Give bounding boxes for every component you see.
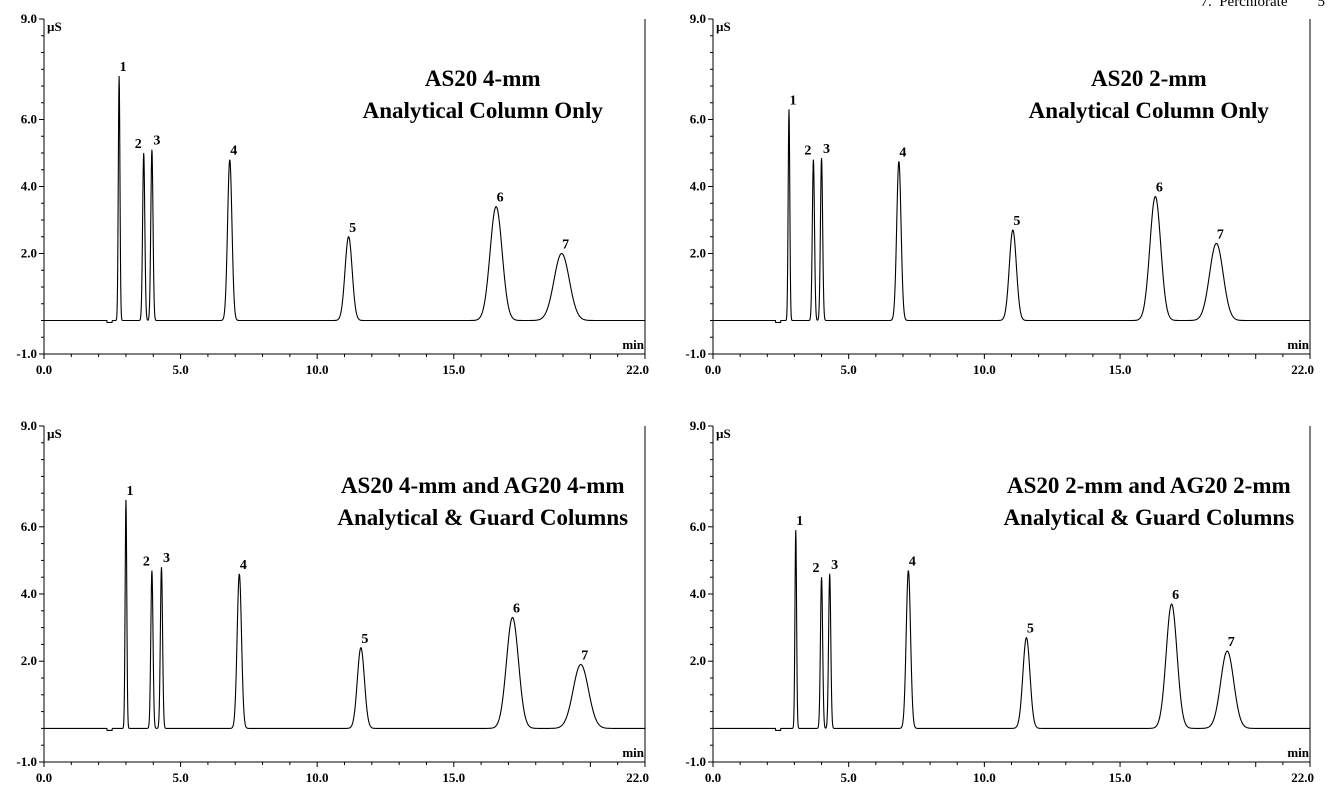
peak-label: 5 — [361, 632, 368, 647]
y-axis-unit: µS — [716, 426, 731, 441]
y-tick-label: 2.0 — [21, 653, 37, 668]
peak-label: 6 — [513, 602, 520, 617]
peak-label: 4 — [909, 554, 916, 569]
y-tick-label: 6.0 — [690, 519, 706, 534]
x-tick-label: 5.0 — [172, 770, 188, 785]
y-tick-label: 9.0 — [21, 11, 37, 26]
x-tick-label: 22.0 — [626, 362, 649, 377]
chart-subtitle: Analytical Column Only — [363, 98, 604, 123]
x-tick-label: 22.0 — [626, 770, 649, 785]
peak-label: 1 — [796, 514, 803, 529]
chromatogram-trace — [713, 109, 1310, 324]
x-tick-label: 0.0 — [705, 770, 721, 785]
chart-subtitle: Analytical & Guard Columns — [1003, 505, 1294, 530]
y-tick-label: -1.0 — [685, 346, 706, 361]
y-tick-label: 9.0 — [21, 418, 37, 433]
peak-label: 6 — [1172, 588, 1179, 603]
peak-label: 3 — [163, 551, 170, 566]
peak-label: 4 — [230, 144, 237, 159]
peak-label: 3 — [831, 558, 838, 573]
y-tick-label: 4.0 — [21, 586, 37, 601]
y-tick-label: -1.0 — [16, 754, 37, 769]
peak-label: 3 — [823, 142, 830, 157]
chart-panel-4: 0.0 5.0 10.0 15.0 22.0 9.0 6.0 4.0 2.0 -1.0 µS min A… — [685, 418, 1314, 785]
peak-label: 2 — [813, 561, 820, 576]
peak-label: 6 — [497, 191, 504, 206]
y-tick-label: 2.0 — [690, 246, 706, 261]
chart-title: AS20 4-mm and AG20 4-mm — [341, 473, 625, 498]
peak-label: 2 — [135, 137, 142, 152]
x-tick-label: 5.0 — [841, 362, 857, 377]
peak-label: 7 — [1228, 635, 1235, 650]
chromatogram-trace — [713, 530, 1310, 731]
y-tick-label: -1.0 — [16, 346, 37, 361]
x-tick-label: 10.0 — [306, 362, 329, 377]
chart-subtitle: Analytical Column Only — [1029, 98, 1270, 123]
y-tick-label: 9.0 — [690, 11, 706, 26]
chart-title: AS20 4-mm — [425, 66, 541, 91]
x-tick-label: 15.0 — [442, 362, 465, 377]
x-tick-label: 15.0 — [1109, 770, 1132, 785]
x-tick-label: 10.0 — [973, 362, 996, 377]
chart-title: AS20 2-mm — [1091, 66, 1207, 91]
peak-label: 2 — [143, 554, 150, 569]
peak-label: 2 — [804, 144, 811, 159]
y-tick-label: 2.0 — [690, 653, 706, 668]
y-tick-label: 2.0 — [21, 246, 37, 261]
peak-label: 7 — [1217, 227, 1224, 242]
peak-label: 3 — [153, 134, 160, 149]
x-axis-unit: min — [1287, 745, 1309, 760]
x-tick-label: 22.0 — [1291, 770, 1314, 785]
y-tick-label: 9.0 — [690, 418, 706, 433]
peak-label: 4 — [240, 558, 247, 573]
chart-panel-1: 0.0 5.0 10.0 15.0 22.0 9.0 6.0 4.0 2.0 -1.0 µS min A… — [16, 11, 649, 377]
x-tick-label: 5.0 — [841, 770, 857, 785]
x-tick-label: 10.0 — [973, 770, 996, 785]
y-axis-unit: µS — [47, 426, 62, 441]
peak-label: 5 — [1027, 622, 1034, 637]
x-tick-label: 0.0 — [36, 362, 52, 377]
x-tick-label: 0.0 — [36, 770, 52, 785]
peak-label: 7 — [562, 238, 569, 253]
y-tick-label: 4.0 — [690, 179, 706, 194]
chart-title: AS20 2-mm and AG20 2-mm — [1007, 473, 1291, 498]
x-axis-unit: min — [622, 337, 644, 352]
y-tick-label: 4.0 — [690, 586, 706, 601]
x-tick-label: 5.0 — [172, 362, 188, 377]
x-tick-label: 0.0 — [705, 362, 721, 377]
peak-label: 7 — [581, 649, 588, 664]
y-tick-label: -1.0 — [685, 754, 706, 769]
y-axis-unit: µS — [47, 19, 62, 34]
y-tick-label: 6.0 — [690, 112, 706, 127]
chart-subtitle: Analytical & Guard Columns — [337, 505, 628, 530]
peak-label: 4 — [899, 145, 906, 160]
x-axis-unit: min — [622, 745, 644, 760]
peak-label: 6 — [1156, 181, 1163, 196]
x-tick-label: 10.0 — [306, 770, 329, 785]
chromatogram-trace — [44, 499, 645, 731]
y-tick-label: 4.0 — [21, 179, 37, 194]
chromatogram-trace — [44, 75, 645, 324]
chart-panel-3: 0.0 5.0 10.0 15.0 22.0 9.0 6.0 4.0 2.0 -1.0 µS min A… — [16, 418, 649, 785]
x-tick-label: 22.0 — [1291, 362, 1314, 377]
y-tick-label: 6.0 — [21, 112, 37, 127]
x-axis-unit: min — [1287, 337, 1309, 352]
chart-panel-2: 0.0 5.0 10.0 15.0 22.0 9.0 6.0 4.0 2.0 -1.0 µS min A… — [685, 11, 1314, 377]
x-tick-label: 15.0 — [442, 770, 465, 785]
corner-note: 7. Perchlorate 5 — [1200, 0, 1325, 10]
x-tick-label: 15.0 — [1109, 362, 1132, 377]
peak-label: 1 — [120, 60, 127, 75]
y-tick-label: 6.0 — [21, 519, 37, 534]
peak-label: 5 — [1013, 214, 1020, 229]
y-axis-unit: µS — [716, 19, 731, 34]
peak-label: 5 — [349, 221, 356, 236]
peak-label: 1 — [126, 484, 133, 499]
peak-label: 1 — [789, 93, 796, 108]
